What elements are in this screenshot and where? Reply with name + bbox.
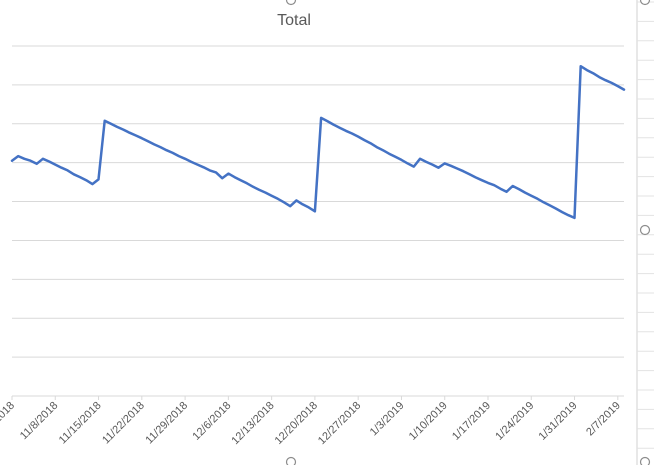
resize-handle[interactable] [285,0,297,6]
x-tick-label: 12/27/2018 [316,400,363,447]
resize-handle[interactable] [639,224,651,236]
resize-handle[interactable] [639,456,651,465]
x-tick-label: 1/24/2019 [493,400,536,443]
x-tick-label: 1/17/2019 [450,400,493,443]
x-tick-label: 12/6/2018 [190,400,233,443]
series-line-total [10,64,626,220]
resize-handle[interactable] [285,456,297,465]
x-tick-label: 2/7/2019 [584,400,623,439]
x-tick-label: 1/10/2019 [407,400,450,443]
x-tick-label: 1/3/2019 [368,400,407,439]
x-tick-label: 11/1/2018 [0,400,17,443]
x-tick-label: 12/20/2018 [273,400,320,447]
x-tick-label: 11/29/2018 [143,400,190,447]
chart-resize-handles[interactable] [285,0,651,465]
chart-title: Total [277,12,311,29]
x-axis-tick-labels: 11/1/2018 11/8/201811/15/201811/22/201811… [0,396,623,447]
x-tick-label: 1/31/2019 [537,400,580,443]
x-tick-label: 12/13/2018 [229,400,276,447]
x-tick-label: 11/15/2018 [57,400,104,447]
x-tick-label: 11/22/2018 [100,400,147,447]
resize-handle[interactable] [639,0,651,6]
x-tick-label: 11/8/2018 [18,400,61,443]
chart-gridlines [12,45,624,397]
